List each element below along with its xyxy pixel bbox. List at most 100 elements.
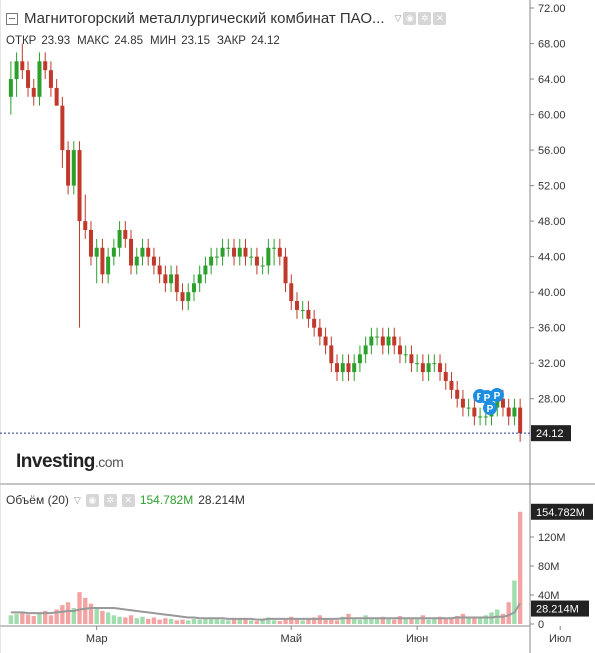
candle <box>375 327 380 346</box>
candle-body <box>329 345 334 364</box>
candle <box>174 265 179 302</box>
candle-body <box>123 230 128 239</box>
chevron-down-icon[interactable]: ▽ <box>394 13 402 23</box>
volume-legend-ma: 28.214M <box>198 493 245 507</box>
volume-bar <box>300 620 305 624</box>
volume-bar <box>48 615 54 624</box>
marker-label: P <box>487 404 494 415</box>
volume-bar <box>14 613 19 624</box>
volume-bar <box>254 621 260 624</box>
volume-bar <box>472 617 477 624</box>
volume-bar <box>20 612 25 624</box>
candle-body <box>140 247 145 257</box>
candle-body <box>8 79 13 97</box>
volume-bar <box>220 619 225 624</box>
volume-bar <box>83 597 88 624</box>
candle <box>14 52 19 97</box>
close-icon[interactable]: ✕ <box>121 493 135 507</box>
last-price-label: 24.12 <box>536 428 564 440</box>
candle-body <box>169 274 174 284</box>
candle <box>60 96 65 168</box>
price-tick-label: 44.00 <box>538 252 566 264</box>
candle <box>209 247 214 275</box>
price-tick-label: 56.00 <box>538 145 566 157</box>
price-tick-label: 40.00 <box>538 287 566 299</box>
candle-body <box>438 363 443 373</box>
volume-bar <box>374 618 380 624</box>
eye-icon[interactable]: ◉ <box>403 12 417 25</box>
volume-bar <box>128 615 134 624</box>
price-tick-label: 32.00 <box>538 358 566 370</box>
candle <box>100 238 105 284</box>
candle <box>438 354 443 381</box>
volume-bar <box>357 619 363 624</box>
volume-legend-value: 154.782M <box>139 493 194 507</box>
candle <box>94 238 99 284</box>
close-icon[interactable]: ✕ <box>433 12 447 25</box>
volume-last-badge <box>531 503 593 520</box>
volume-bar <box>414 618 420 624</box>
volume-bar <box>77 592 82 624</box>
candle <box>466 398 471 417</box>
volume-bar <box>517 511 523 624</box>
chevron-down-icon[interactable]: ▽ <box>73 494 81 505</box>
candle-body <box>254 256 259 266</box>
candle <box>294 292 299 319</box>
volume-bar <box>146 618 151 624</box>
volume-ma-badge <box>531 600 589 617</box>
volume-bar <box>191 618 197 624</box>
candle-body <box>214 256 219 258</box>
candle <box>220 238 225 266</box>
candle <box>346 354 351 381</box>
candle <box>478 407 483 426</box>
candle-body <box>220 247 225 257</box>
gear-icon[interactable]: ✲ <box>103 493 117 507</box>
candle-body <box>306 309 311 319</box>
candle-body <box>432 363 437 365</box>
candle-body <box>237 247 242 257</box>
volume-bar <box>397 616 403 624</box>
volume-bar <box>512 580 517 624</box>
volume-bar <box>117 616 122 624</box>
volume-bar <box>420 615 426 624</box>
time-tick-label: Мар <box>86 633 108 645</box>
candle-body <box>37 61 42 97</box>
volume-bar <box>208 618 214 624</box>
volume-bar <box>25 614 31 624</box>
candle-body <box>77 150 82 222</box>
candle <box>420 354 425 381</box>
investing-logo: Investing.com <box>16 451 124 473</box>
price-tick-label: 36.00 <box>538 323 566 335</box>
candle <box>409 345 414 373</box>
candle <box>197 265 202 293</box>
price-tick-label: 68.00 <box>538 39 566 51</box>
eye-icon[interactable]: ◉ <box>85 493 99 507</box>
candle <box>31 79 36 106</box>
candle <box>335 354 340 381</box>
volume-bar <box>455 616 460 624</box>
ohlc-close-value: 24.12 <box>250 35 280 47</box>
candle <box>26 61 31 97</box>
gear-icon[interactable]: ✲ <box>418 12 432 25</box>
volume-bar <box>111 615 117 624</box>
candle <box>8 61 13 115</box>
volume-bar <box>443 618 448 624</box>
volume-bar <box>392 619 397 624</box>
candle-body <box>460 398 465 408</box>
volume-bar <box>266 617 271 624</box>
candle <box>403 345 408 364</box>
volume-bar <box>289 616 294 624</box>
candle-body <box>31 87 36 97</box>
candle-body <box>375 336 380 338</box>
candle-body <box>426 363 431 373</box>
candle-body <box>71 150 76 186</box>
candle <box>369 327 374 355</box>
candle-body <box>151 256 156 266</box>
candle-body <box>209 256 214 266</box>
volume-bar <box>483 615 488 624</box>
instrument-title: Магнитогорский металлургический комбинат… <box>24 10 385 27</box>
volume-bar <box>174 620 179 624</box>
candle <box>254 247 259 275</box>
collapse-icon[interactable] <box>6 12 18 25</box>
